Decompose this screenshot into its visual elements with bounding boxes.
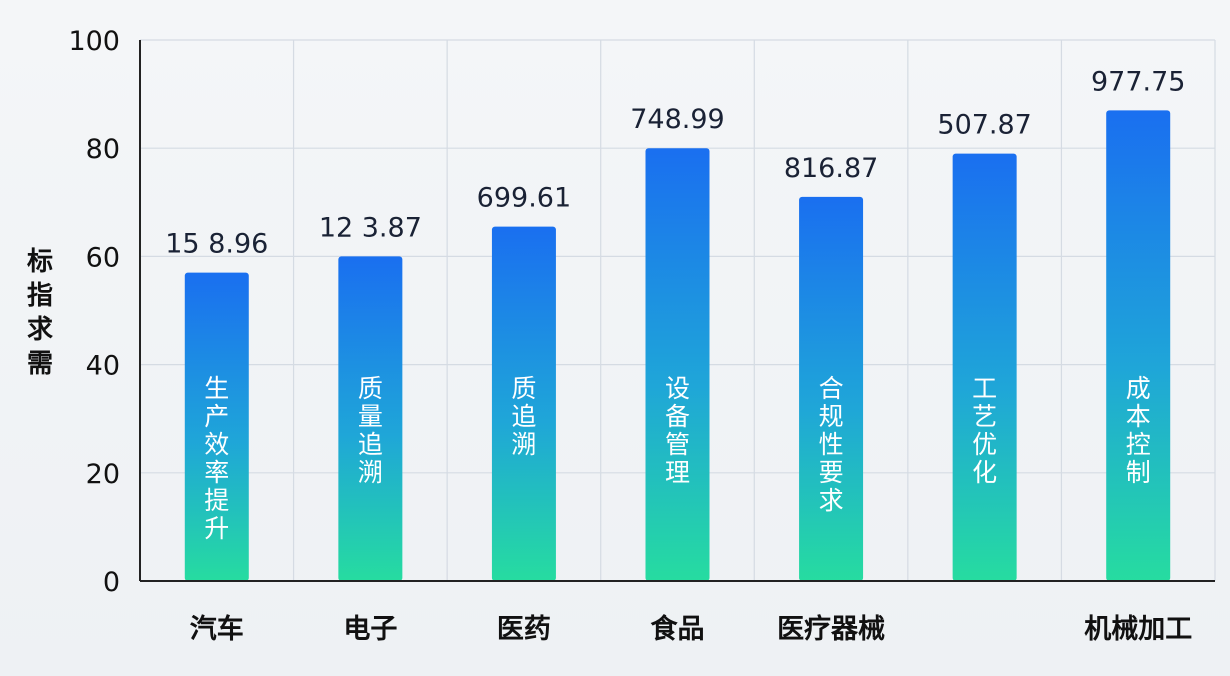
x-tick-label: 机械加工 [1084, 614, 1192, 645]
x-tick-label: 食品 [651, 613, 705, 645]
gridlines [140, 39, 1216, 581]
y-tick-label: 40 [86, 351, 120, 382]
y-tick-label: 80 [86, 134, 120, 165]
bar [338, 256, 403, 581]
bar [491, 226, 556, 581]
bar [184, 272, 249, 581]
data-label: 12 3.87 [319, 212, 422, 243]
bar [952, 153, 1017, 582]
bars [184, 110, 1171, 582]
bar [1106, 110, 1171, 581]
data-label: 977.75 [1091, 66, 1185, 97]
bar-inner-label: 质量追溯 [358, 374, 383, 487]
data-label: 816.87 [784, 153, 878, 184]
bar-inner-label: 生产效率提升 [204, 374, 229, 543]
data-label: 748.99 [630, 104, 724, 135]
y-tick-label: 100 [68, 26, 120, 57]
data-label: 699.61 [477, 183, 571, 214]
data-label: 15 8.96 [165, 229, 268, 260]
x-tick-label: 汽车 [190, 613, 244, 645]
bar [799, 196, 864, 581]
y-axis-title: 标指求需 [27, 247, 53, 379]
bar-inner-label: 质追溯 [511, 374, 536, 459]
y-tick-label: 60 [86, 242, 120, 273]
bar-inner-label: 工艺优化 [972, 374, 997, 487]
y-tick-label: 0 [103, 567, 120, 598]
x-tick-label: 医药 [497, 614, 551, 645]
data-label: 507.87 [937, 110, 1031, 141]
x-tick-label: 电子 [343, 614, 397, 645]
bar-inner-label: 设备管理 [665, 374, 690, 487]
x-tick-label: 医疗器械 [777, 613, 885, 645]
bar-inner-label: 成本控制 [1126, 374, 1151, 487]
axes [139, 40, 1215, 582]
y-tick-label: 20 [86, 459, 120, 490]
bar [645, 148, 710, 581]
bar-inner-label: 合规性要求 [819, 374, 844, 515]
